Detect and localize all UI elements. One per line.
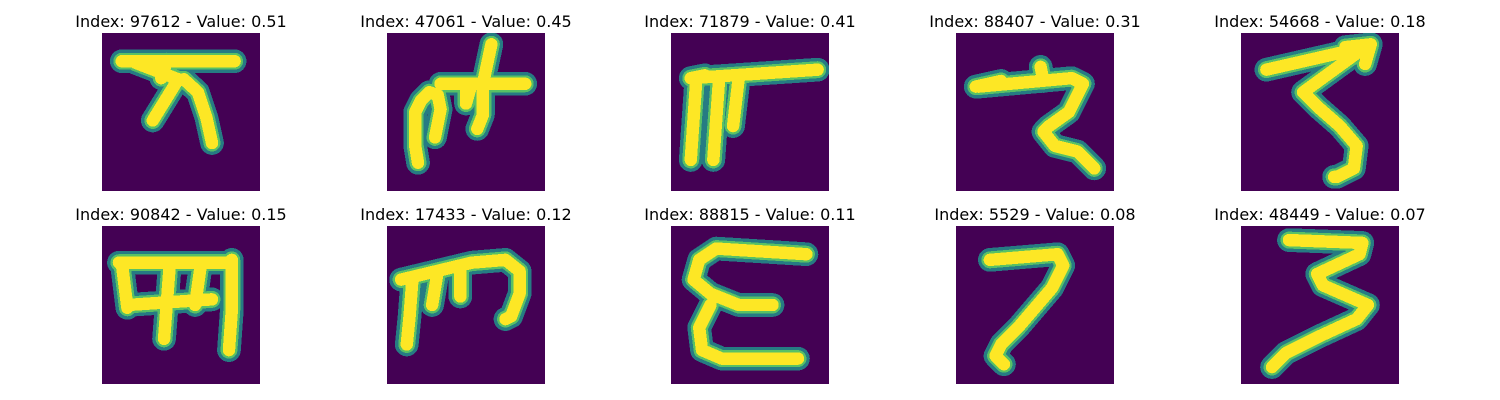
digit-image bbox=[671, 33, 829, 191]
panel-title: Index: 48449 - Value: 0.07 bbox=[1170, 205, 1470, 225]
glyph-1 bbox=[102, 33, 260, 191]
glyph-5 bbox=[1241, 33, 1399, 191]
glyph-4 bbox=[956, 33, 1114, 191]
digit-image bbox=[387, 33, 545, 191]
digit-image bbox=[956, 226, 1114, 384]
digit-image bbox=[102, 33, 260, 191]
glyph-7 bbox=[387, 226, 545, 384]
glyph-9 bbox=[956, 226, 1114, 384]
panel-title: Index: 90842 - Value: 0.15 bbox=[31, 205, 331, 225]
glyph-2 bbox=[387, 33, 545, 191]
glyph-10 bbox=[1241, 226, 1399, 384]
digit-image bbox=[102, 226, 260, 384]
digit-image bbox=[1241, 33, 1399, 191]
panel-title: Index: 17433 - Value: 0.12 bbox=[316, 205, 616, 225]
glyph-3 bbox=[671, 33, 829, 191]
panel-title: Index: 71879 - Value: 0.41 bbox=[600, 12, 900, 32]
panel-title: Index: 88407 - Value: 0.31 bbox=[885, 12, 1185, 32]
panel-title: Index: 97612 - Value: 0.51 bbox=[31, 12, 331, 32]
digit-image bbox=[956, 33, 1114, 191]
glyph-6 bbox=[102, 226, 260, 384]
panel-title: Index: 54668 - Value: 0.18 bbox=[1170, 12, 1470, 32]
glyph-8 bbox=[671, 226, 829, 384]
panel-title: Index: 5529 - Value: 0.08 bbox=[885, 205, 1185, 225]
digit-image bbox=[1241, 226, 1399, 384]
digit-image bbox=[671, 226, 829, 384]
panel-title: Index: 47061 - Value: 0.45 bbox=[316, 12, 616, 32]
digit-image bbox=[387, 226, 545, 384]
panel-title: Index: 88815 - Value: 0.11 bbox=[600, 205, 900, 225]
